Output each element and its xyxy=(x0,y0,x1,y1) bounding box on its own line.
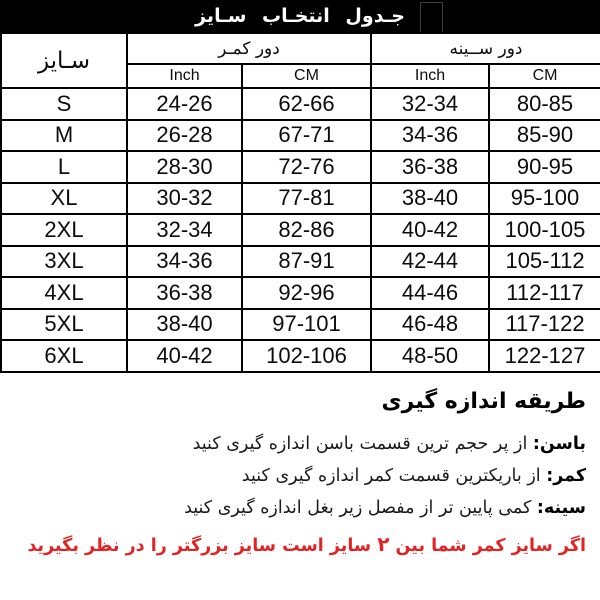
table-row: 3XL 34-36 87-91 42-44 105-112 xyxy=(0,244,600,278)
page-title: جـدول انتخـاب سـایز xyxy=(195,5,405,27)
chest-cm-cell: 80-85 xyxy=(487,87,600,121)
table-row: XL 30-32 77-81 38-40 95-100 xyxy=(0,181,600,215)
instruction-term: کمر: xyxy=(546,466,586,486)
chest-cm-cell: 90-95 xyxy=(487,150,600,184)
chest-inch-cell: 32-34 xyxy=(370,87,490,121)
instructions-heading: طریقه اندازه گیری xyxy=(381,389,587,414)
size-cell: XL xyxy=(0,181,128,215)
waist-inch-cell: 28-30 xyxy=(126,150,243,184)
title-bar: جـدول انتخـاب سـایز xyxy=(0,0,600,34)
size-cell: S xyxy=(0,87,128,121)
chest-inch-header: Inch xyxy=(370,63,490,89)
size-table: سـایز دور کمـر دور ســینه Inch CM Inch C… xyxy=(0,32,600,373)
waist-inch-cell: 32-34 xyxy=(126,213,243,247)
chest-cm-cell: 85-90 xyxy=(487,118,600,152)
chest-inch-cell: 36-38 xyxy=(370,150,490,184)
waist-cm-cell: 92-96 xyxy=(241,276,372,310)
chest-cm-cell: 100-105 xyxy=(487,213,600,247)
size-cell: 3XL xyxy=(0,244,128,278)
scan-artifact-box xyxy=(420,2,443,34)
warning-prefix: اگر سایز کمر شما بین xyxy=(389,536,586,556)
size-cell: 6XL xyxy=(0,339,128,373)
size-warning-note: اگر سایز کمر شما بین ۲ سایز است سایز بزر… xyxy=(0,527,586,563)
waist-inch-cell: 40-42 xyxy=(126,339,243,373)
waist-cm-cell: 87-91 xyxy=(241,244,372,278)
size-cell: L xyxy=(0,150,128,184)
instruction-line-chest: سینه: کمی پایین تر از مفصل زیر بغل انداز… xyxy=(0,492,586,524)
instruction-term: سینه: xyxy=(536,498,586,518)
instruction-line-hips: باسن: از پر حجم ترین قسمت باسن اندازه گی… xyxy=(0,428,586,460)
chest-cm-cell: 105-112 xyxy=(487,244,600,278)
table-row: 4XL 36-38 92-96 44-46 112-117 xyxy=(0,276,600,310)
chest-cm-cell: 122-127 xyxy=(487,339,600,373)
table-group-header-row: سـایز دور کمـر دور ســینه xyxy=(0,32,600,89)
chest-cm-cell: 117-122 xyxy=(487,307,600,341)
measuring-instructions: طریقه اندازه گیری باسن: از پر حجم ترین ق… xyxy=(0,372,600,563)
size-cell: 5XL xyxy=(0,307,128,341)
waist-cm-cell: 97-101 xyxy=(241,307,372,341)
chest-group-header: دور ســینه xyxy=(369,32,600,65)
size-cell: 2XL xyxy=(0,213,128,247)
waist-inch-cell: 30-32 xyxy=(126,181,243,215)
chest-cm-header: CM xyxy=(487,63,600,89)
waist-inch-cell: 34-36 xyxy=(126,244,243,278)
waist-cm-cell: 102-106 xyxy=(241,339,372,373)
chest-inch-cell: 38-40 xyxy=(370,181,490,215)
chest-cm-cell: 95-100 xyxy=(487,181,600,215)
chest-inch-cell: 40-42 xyxy=(370,213,490,247)
waist-inch-cell: 24-26 xyxy=(126,87,243,121)
instruction-text: کمی پایین تر از مفصل زیر بغل اندازه گیری… xyxy=(184,498,537,518)
waist-cm-cell: 82-86 xyxy=(241,213,372,247)
waist-cm-cell: 72-76 xyxy=(241,150,372,184)
waist-inch-cell: 36-38 xyxy=(126,276,243,310)
instruction-text: از باریکترین قسمت کمر اندازه گیری کنید xyxy=(241,466,547,486)
waist-inch-header: Inch xyxy=(126,63,243,89)
waist-cm-cell: 67-71 xyxy=(241,118,372,152)
chest-inch-cell: 46-48 xyxy=(370,307,490,341)
warning-number: ۲ xyxy=(377,532,390,556)
size-cell: 4XL xyxy=(0,276,128,310)
table-row: M 26-28 67-71 34-36 85-90 xyxy=(0,118,600,152)
chest-cm-cell: 112-117 xyxy=(487,276,600,310)
chest-inch-cell: 44-46 xyxy=(370,276,490,310)
waist-cm-header: CM xyxy=(241,63,372,89)
table-unit-header-row: Inch CM Inch CM xyxy=(1,63,600,89)
warning-suffix: سایز است سایز بزرگتر را در نظر بگیرید xyxy=(27,536,378,556)
chest-inch-cell: 42-44 xyxy=(370,244,490,278)
waist-group-header: دور کمـر xyxy=(126,32,372,65)
table-row: 5XL 38-40 97-101 46-48 117-122 xyxy=(0,307,600,341)
waist-cm-cell: 77-81 xyxy=(241,181,372,215)
table-row: 6XL 40-42 102-106 48-50 122-127 xyxy=(0,339,600,373)
table-row: L 28-30 72-76 36-38 90-95 xyxy=(0,150,600,184)
chest-inch-cell: 48-50 xyxy=(370,339,490,373)
waist-inch-cell: 26-28 xyxy=(126,118,243,152)
size-column-header: سـایز xyxy=(0,32,128,89)
waist-cm-cell: 62-66 xyxy=(241,87,372,121)
instruction-line-waist: کمر: از باریکترین قسمت کمر اندازه گیری ک… xyxy=(0,460,586,492)
chest-inch-cell: 34-36 xyxy=(370,118,490,152)
table-row: 2XL 32-34 82-86 40-42 100-105 xyxy=(0,213,600,247)
instruction-text: از پر حجم ترین قسمت باسن اندازه گیری کنی… xyxy=(192,434,533,454)
table-row: S 24-26 62-66 32-34 80-85 xyxy=(0,87,600,121)
instruction-term: باسن: xyxy=(532,434,586,454)
waist-inch-cell: 38-40 xyxy=(126,307,243,341)
size-cell: M xyxy=(0,118,128,152)
